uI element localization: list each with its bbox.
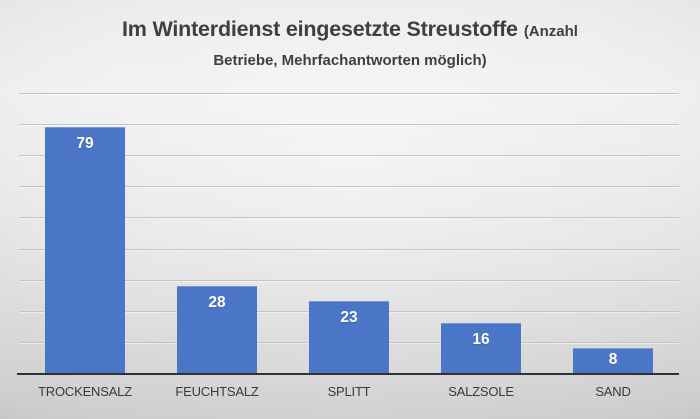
category-label-salzsole: SALZSOLE [448,384,514,399]
chart-title-main: Im Winterdienst eingesetzte Streustoffe [122,17,518,41]
bar-trockensalz[interactable]: 79 [45,127,125,373]
gridline-80 [19,124,679,126]
category-label-sand: SAND [595,384,631,399]
gridline-60 [19,186,679,188]
chart-title: Im Winterdienst eingesetzte Streustoffe (… [0,15,700,75]
gridline-30 [19,279,679,281]
gridline-40 [19,248,679,250]
gridline-50 [19,217,679,219]
data-label-sand: 8 [608,351,618,368]
bar-sand[interactable]: 8 [573,348,653,373]
data-label-feuchtsalz: 28 [208,293,226,311]
gridline-70 [19,155,679,157]
chart-title-subtitle-part2: Betriebe, Mehrfachantworten möglich) [213,52,487,69]
gridline-90 [19,93,679,94]
data-label-splitt: 23 [340,309,358,327]
category-label-trockensalz: TROCKENSALZ [38,384,132,399]
data-label-salzsole: 16 [472,331,490,349]
category-label-splitt: SPLITT [327,384,371,399]
plot-area: 79 28 23 16 8 [17,93,679,375]
x-axis-line [17,372,679,375]
data-label-trockensalz: 79 [76,135,94,153]
category-label-feuchtsalz: FEUCHTSALZ [175,384,259,399]
chart-title-subtitle-part1: (Anzahl [523,23,578,40]
bar-splitt[interactable]: 23 [309,301,389,373]
bar-salzsole[interactable]: 16 [441,323,521,373]
category-axis: TROCKENSALZ FEUCHTSALZ SPLITT SALZSOLE SAND [19,384,679,402]
bar-feuchtsalz[interactable]: 28 [177,285,257,373]
